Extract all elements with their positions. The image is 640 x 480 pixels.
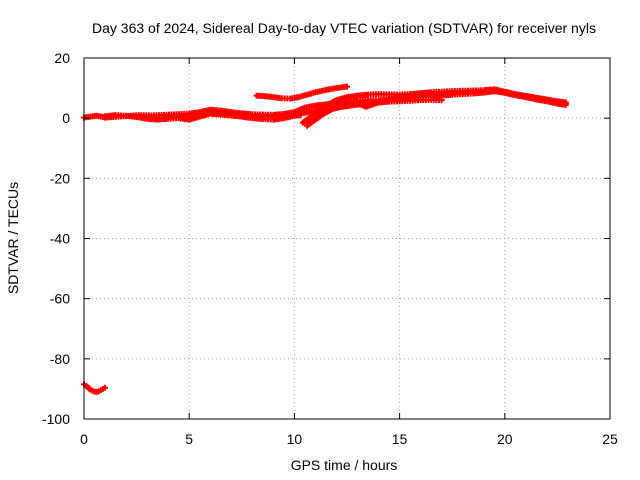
- y-axis: 20 0 -20 -40 -60 -80 -100: [42, 50, 610, 427]
- series-low-start: [81, 381, 109, 395]
- series-track-e: [304, 88, 569, 129]
- y-tick-label: 20: [54, 50, 70, 66]
- y-tick-label: -80: [50, 351, 70, 367]
- y-tick-label: -40: [50, 231, 70, 247]
- grid: [84, 58, 610, 419]
- x-tick-label: 20: [497, 431, 513, 447]
- data-point: [438, 97, 445, 104]
- chart-title: Day 363 of 2024, Sidereal Day-to-day VTE…: [92, 20, 596, 36]
- data-point: [102, 384, 109, 391]
- y-axis-label: SDTVAR / TECUs: [5, 182, 21, 294]
- x-tick-label: 10: [287, 431, 303, 447]
- x-tick-label: 0: [80, 431, 88, 447]
- x-tick-label: 25: [602, 431, 618, 447]
- plot-frame: [83, 57, 611, 420]
- y-tick-label: -20: [50, 170, 70, 186]
- y-tick-label: -100: [42, 411, 70, 427]
- data-points: [81, 83, 569, 395]
- x-tick-label: 5: [185, 431, 193, 447]
- x-axis: 0 5 10 15 20 25: [80, 58, 618, 447]
- y-tick-label: 0: [62, 110, 70, 126]
- data-point: [297, 112, 304, 119]
- series-track-c: [253, 83, 350, 102]
- y-tick-label: -60: [50, 291, 70, 307]
- x-axis-label: GPS time / hours: [291, 457, 398, 473]
- series-track-f: [102, 110, 304, 123]
- x-tick-label: 15: [392, 431, 408, 447]
- data-point: [562, 101, 569, 108]
- data-point: [344, 83, 350, 90]
